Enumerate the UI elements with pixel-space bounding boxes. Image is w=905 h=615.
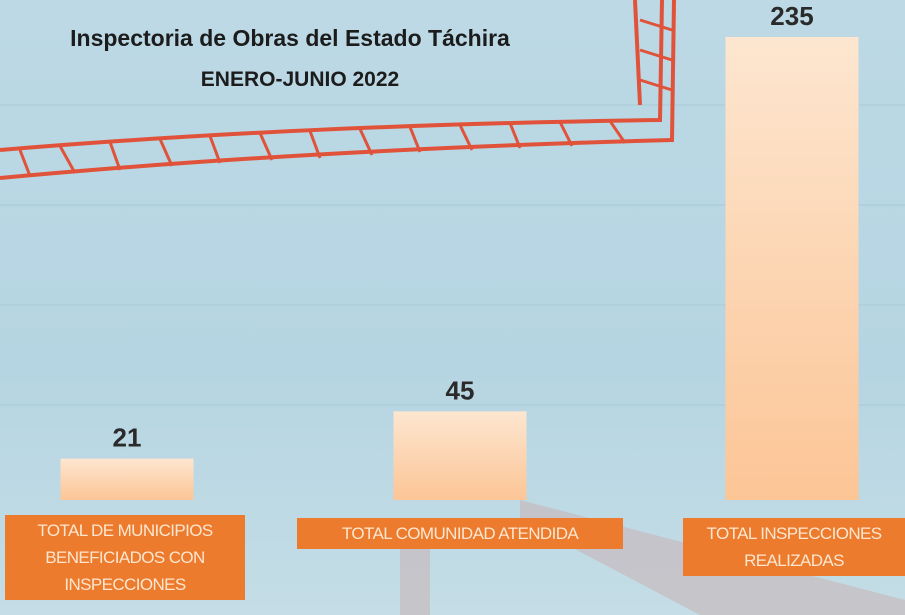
bar [725,37,859,500]
category-label: TOTAL INSPECCIONES REALIZADAS [683,518,905,576]
chart-subtitle: ENERO-JUNIO 2022 [201,68,399,91]
value-label: 235 [770,1,813,31]
value-label: 45 [446,375,475,405]
category-label: TOTAL COMUNIDAD ATENDIDA [297,518,623,549]
category-label: TOTAL DE MUNICIPIOS BENEFICIADOS CON INS… [5,515,245,600]
value-label: 21 [113,423,142,453]
bar [60,458,194,500]
title-frame [0,0,676,180]
title-hatching [18,18,673,177]
bar [393,411,527,500]
chart-title: Inspectoria de Obras del Estado Táchira [70,25,510,51]
